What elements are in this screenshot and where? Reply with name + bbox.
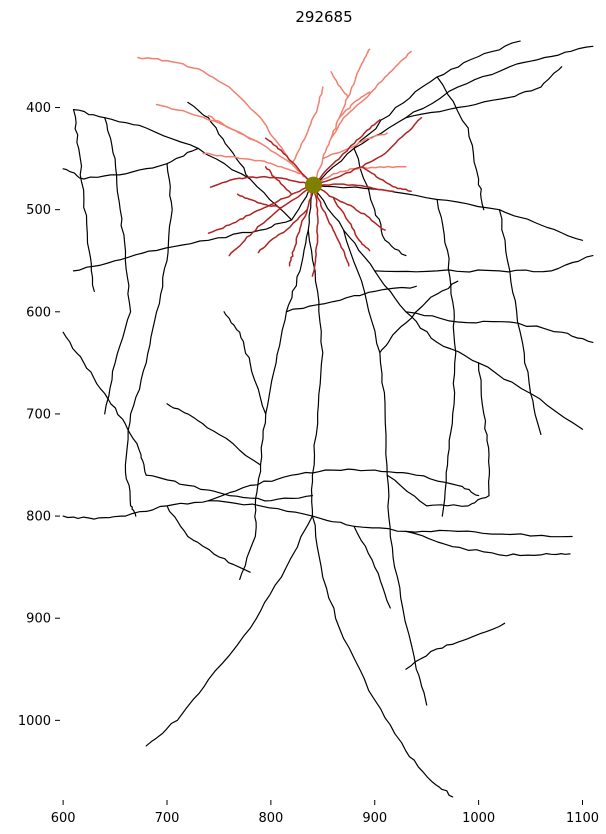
axon-branch xyxy=(353,525,391,609)
basal-dendrite-branch xyxy=(312,184,350,267)
basal-dendrite-branch xyxy=(257,208,308,254)
x-tick-label: 1100 xyxy=(566,811,599,826)
basal-dendrite-branch xyxy=(207,184,315,234)
axon-branch xyxy=(343,229,428,706)
basal-dendrite-branch xyxy=(312,116,423,186)
axon-branch xyxy=(311,515,573,538)
axon-branch xyxy=(72,109,293,221)
basal-dendrite-branch xyxy=(332,196,371,252)
axon-branch xyxy=(62,331,147,476)
axon-branch xyxy=(312,184,584,241)
basal-dendrite-branch xyxy=(228,184,315,257)
soma-marker xyxy=(304,176,322,194)
basal-dendrite-branch xyxy=(312,183,395,193)
apical-dendrite-series xyxy=(137,48,412,186)
axon-branch xyxy=(166,403,262,466)
axon-branch xyxy=(478,362,490,497)
basal-dendrite-branch xyxy=(311,184,319,277)
axon-branch xyxy=(405,311,594,343)
axon-branch xyxy=(436,76,485,211)
x-tick-label: 700 xyxy=(155,811,180,826)
apical-dendrite-branch xyxy=(137,56,293,165)
basal-dendrite-branch xyxy=(236,193,283,209)
axon-branch xyxy=(353,40,521,149)
soma-layer xyxy=(304,176,322,194)
basal-dendrite-series xyxy=(207,116,423,277)
apical-dendrite-branch xyxy=(330,50,412,139)
axon-branch xyxy=(104,117,132,415)
apical-dendrite-branch xyxy=(290,86,324,165)
y-tick-label: 800 xyxy=(26,510,51,525)
axon-branch xyxy=(405,622,506,670)
y-axis: 400 500 600 700 800 900 1000 xyxy=(18,101,60,729)
axon-branch xyxy=(386,474,490,507)
axon-branch xyxy=(312,45,594,186)
basal-dendrite-branch xyxy=(264,166,293,196)
axon-branch xyxy=(405,66,563,119)
axon-branch xyxy=(498,209,542,435)
apical-dendrite-branch xyxy=(155,103,315,186)
basal-dendrite-branch xyxy=(312,119,381,186)
x-tick-label: 800 xyxy=(258,811,283,826)
basal-dendrite-branch xyxy=(312,184,386,231)
axon-branch xyxy=(405,530,571,557)
axon-branch xyxy=(124,163,173,517)
x-tick-label: 900 xyxy=(362,811,387,826)
axon-branch xyxy=(307,229,324,517)
y-tick-label: 600 xyxy=(26,305,51,320)
apical-dendrite-branch xyxy=(207,114,262,145)
axon-branch xyxy=(72,109,95,292)
y-tick-label: 900 xyxy=(26,612,51,627)
basal-dendrite-branch xyxy=(361,166,412,193)
axon-branch xyxy=(379,280,459,354)
axon-branch xyxy=(353,147,407,257)
axon-series xyxy=(62,40,594,798)
y-tick-label: 1000 xyxy=(18,714,51,729)
basal-dendrite-branch xyxy=(288,184,315,267)
chart-title: 292685 xyxy=(295,8,352,26)
axon-branch xyxy=(166,505,251,573)
axon-branch xyxy=(285,285,417,313)
axon-branch xyxy=(374,255,594,273)
apical-dendrite-branch xyxy=(338,91,371,119)
y-tick-label: 400 xyxy=(26,101,51,116)
apical-dendrite-branch xyxy=(202,152,315,186)
axon-branch xyxy=(239,184,315,580)
axon-branch xyxy=(72,184,315,272)
x-tick-label: 1000 xyxy=(462,811,495,826)
basal-dendrite-branch xyxy=(209,175,315,188)
axon-branch xyxy=(223,311,267,415)
axon-branch xyxy=(145,515,313,747)
x-tick-label: 600 xyxy=(51,811,76,826)
axon-branch xyxy=(207,468,480,502)
axon-branch xyxy=(311,515,454,798)
axon-branch xyxy=(187,101,251,180)
axon-branch xyxy=(436,198,457,517)
apical-dendrite-branch xyxy=(330,71,349,99)
axon-branch xyxy=(145,474,313,502)
basal-dendrite-branch xyxy=(264,137,315,186)
y-tick-label: 500 xyxy=(26,203,51,218)
axon-branch xyxy=(62,147,199,180)
axon-branch xyxy=(312,184,584,430)
y-tick-label: 700 xyxy=(26,407,51,422)
axon-branch xyxy=(62,500,313,520)
apical-dendrite-branch xyxy=(322,132,388,160)
x-axis: 600 700 800 900 1000 1100 xyxy=(51,800,599,826)
apical-dendrite-branch xyxy=(312,48,371,186)
